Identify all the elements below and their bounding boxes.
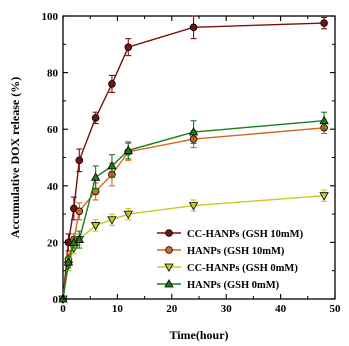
series-1 — [59, 15, 328, 303]
series-line — [62, 22, 325, 300]
legend-item-4: HANPs (GSH 0mM) — [157, 278, 280, 291]
legend: CC-HANPs (GSH 10mM) HANPs (GSH 10mM) CC-HA… — [157, 229, 304, 291]
legend-item-1: CC-HANPs (GSH 10mM) — [157, 229, 304, 240]
y-tick-label: 20 — [47, 237, 59, 249]
data-point — [91, 114, 100, 122]
data-point — [75, 156, 84, 165]
x-tick-label: 10 — [112, 303, 124, 315]
x-tick-label: 40 — [275, 303, 287, 315]
legend-label: HANPs (GSH 10mM) — [187, 246, 285, 257]
series-4 — [58, 111, 329, 303]
series-layer — [58, 15, 329, 305]
y-tick-label: 0 — [53, 294, 59, 306]
series-2 — [59, 121, 328, 303]
data-point — [124, 43, 133, 51]
data-point — [188, 202, 199, 211]
axes-layer: 0 10 20 30 40 50 0 20 40 60 80 100 — [42, 11, 342, 315]
data-point — [108, 80, 116, 88]
x-tick-label: 0 — [60, 303, 66, 315]
legend-label: CC-HANPs (GSH 0mM) — [187, 263, 298, 274]
legend-marker — [165, 229, 173, 237]
y-axis-title: Accumulative DOX release (%) — [8, 77, 22, 238]
series-3 — [58, 189, 329, 305]
legend-item-2: HANPs (GSH 10mM) — [157, 246, 285, 257]
data-point — [319, 192, 329, 201]
x-tick-label: 20 — [166, 303, 178, 315]
data-point — [74, 234, 84, 243]
legend-item-3: CC-HANPs (GSH 0mM) — [157, 263, 298, 274]
data-point — [123, 210, 133, 220]
y-tick-label: 60 — [47, 124, 59, 136]
data-point — [320, 19, 328, 27]
legend-label: CC-HANPs (GSH 10mM) — [187, 229, 304, 240]
legend-marker — [164, 278, 174, 288]
data-point — [107, 216, 117, 225]
x-tick-label: 50 — [330, 303, 342, 315]
legend-marker — [165, 246, 173, 254]
data-point — [123, 145, 133, 154]
y-tick-label: 100 — [42, 11, 59, 23]
data-point — [188, 127, 199, 136]
data-point — [319, 115, 329, 125]
data-point — [90, 172, 101, 181]
y-tick-label: 40 — [47, 181, 59, 193]
data-point — [90, 222, 101, 231]
legend-marker — [164, 263, 174, 273]
legend-label: HANPs (GSH 0mM) — [187, 280, 280, 291]
data-point — [107, 160, 117, 170]
x-axis-title: Time(hour) — [169, 328, 228, 342]
data-point — [189, 23, 198, 32]
data-point — [63, 257, 74, 266]
x-tick-label: 30 — [221, 303, 233, 315]
y-tick-label: 80 — [47, 68, 59, 80]
data-point — [75, 207, 84, 216]
